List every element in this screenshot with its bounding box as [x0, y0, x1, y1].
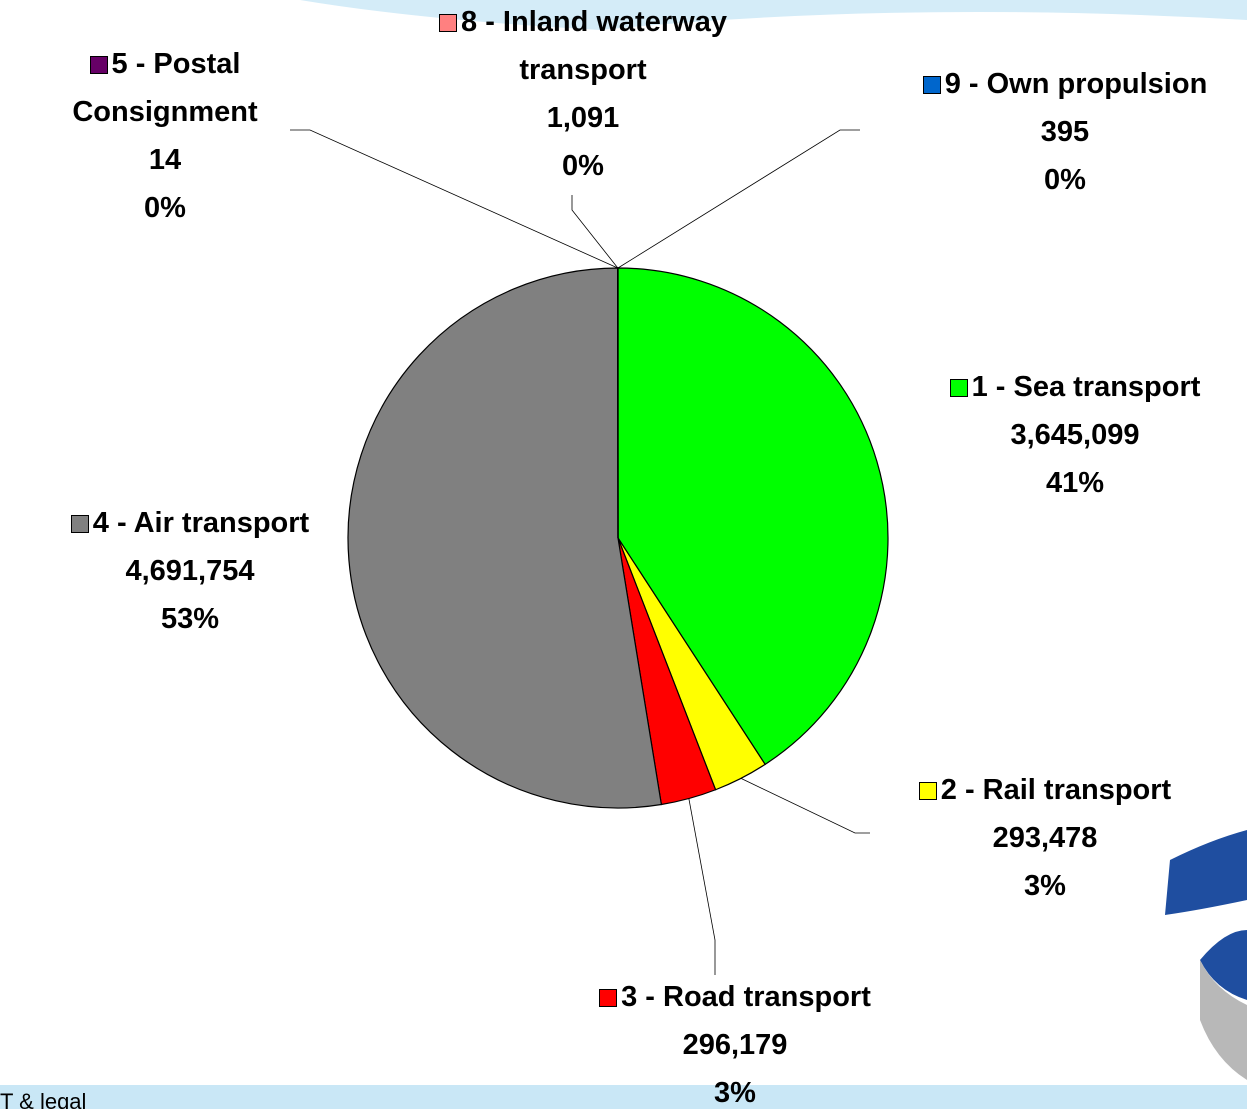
logo	[1165, 830, 1247, 1080]
footer: T & legal	[0, 1085, 1247, 1109]
value-label: 3,645,099	[1010, 419, 1140, 451]
pie-slice	[347, 267, 663, 809]
leader-line	[688, 798, 716, 975]
legend-swatch	[70, 515, 89, 533]
legend-swatch	[949, 379, 968, 397]
slice-label: 3 - Road transport 296,179 3%	[535, 973, 935, 1109]
category-label: 8 - Inland waterway transport	[388, 0, 778, 94]
value-label: 296,179	[682, 1029, 788, 1061]
leader-line	[290, 129, 618, 269]
percent-label: 41%	[1045, 467, 1105, 499]
legend-swatch	[439, 14, 458, 32]
footer-text: T & legal	[0, 1089, 87, 1109]
slice-label: 8 - Inland waterway transport 1,091 0%	[388, 0, 778, 190]
slice-label: 4 - Air transport 4,691,754 53%	[20, 499, 360, 643]
leader-line	[617, 129, 860, 269]
value-label: 4,691,754	[125, 555, 255, 587]
percent-label: 0%	[562, 150, 604, 182]
slice-label: 1 - Sea transport 3,645,099 41%	[895, 363, 1247, 507]
leader-line	[571, 195, 619, 269]
pie-slice	[617, 267, 889, 766]
category-name: 9 - Own propulsion	[944, 68, 1208, 100]
category-name: 3 - Road transport	[621, 981, 871, 1013]
category-name: 5 - Postal Consignment	[72, 48, 258, 128]
legend-swatch	[89, 56, 108, 74]
legend-swatch	[922, 76, 941, 94]
slice-label: 2 - Rail transport 293,478 3%	[865, 766, 1225, 910]
category-name: 1 - Sea transport	[971, 371, 1201, 403]
category-label: 5 - Postal Consignment	[35, 40, 295, 136]
category-label: 2 - Rail transport	[865, 766, 1225, 814]
category-name: 8 - Inland waterway transport	[461, 6, 727, 86]
legend-swatch	[599, 989, 618, 1007]
percent-label: 3%	[1024, 870, 1066, 902]
category-label: 3 - Road transport	[535, 973, 935, 1021]
category-name: 4 - Air transport	[92, 507, 310, 539]
value-label: 14	[148, 144, 182, 176]
value-label: 293,478	[992, 822, 1098, 854]
category-label: 9 - Own propulsion	[875, 60, 1247, 108]
category-name: 2 - Rail transport	[940, 774, 1172, 806]
header-swoosh	[300, 0, 1247, 30]
value-label: 1,091	[546, 102, 620, 134]
slice-label: 5 - Postal Consignment 14 0%	[35, 40, 295, 232]
legend-swatch	[918, 782, 937, 800]
category-label: 1 - Sea transport	[895, 363, 1247, 411]
percent-label: 3%	[714, 1077, 756, 1109]
category-label: 4 - Air transport	[20, 499, 360, 547]
leader-line	[740, 777, 870, 834]
percent-label: 0%	[1044, 164, 1086, 196]
percent-label: 0%	[144, 192, 186, 224]
percent-label: 53%	[160, 603, 220, 635]
slice-label: 9 - Own propulsion 395 0%	[875, 60, 1247, 204]
value-label: 395	[1040, 116, 1090, 148]
